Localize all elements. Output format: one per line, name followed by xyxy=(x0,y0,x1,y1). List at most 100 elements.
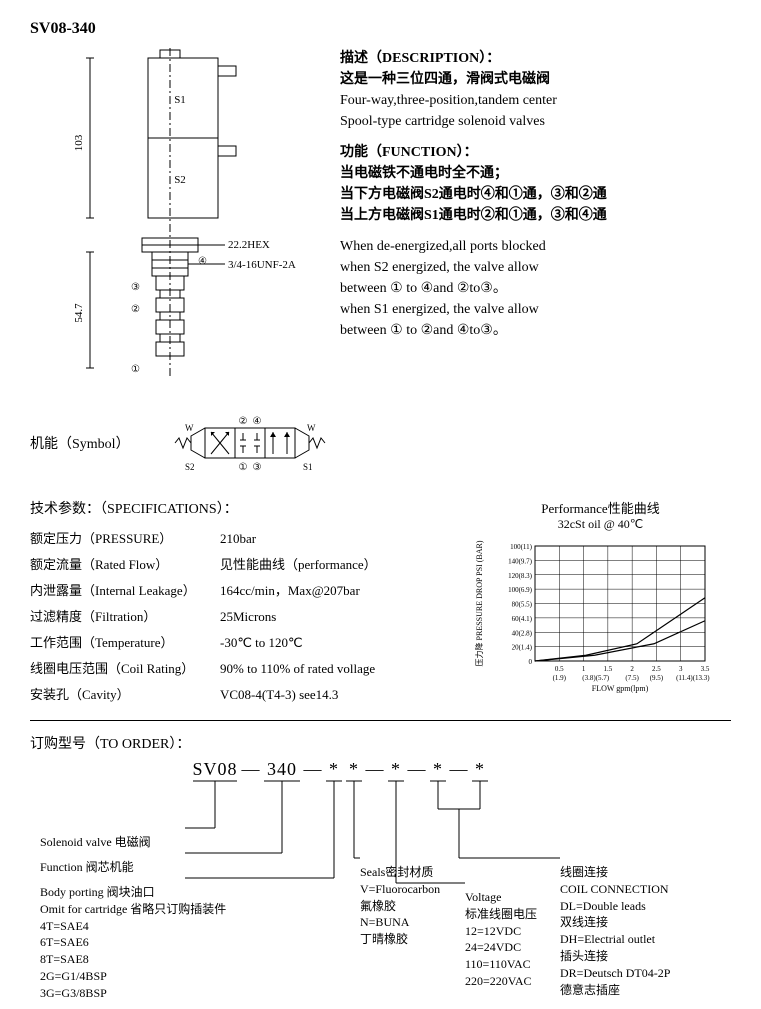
svg-text:54.7: 54.7 xyxy=(73,303,85,323)
legend-line: N=BUNA xyxy=(360,914,440,931)
order-part: — xyxy=(448,759,470,780)
legend-line: Body porting 阀块油口 xyxy=(40,884,226,901)
symbol-label: 机能（Symbol） xyxy=(30,433,130,453)
legend-line: 2G=G1/4BSP xyxy=(40,968,226,985)
spec-row: 内泄露量（Internal Leakage）164cc/min，Max@207b… xyxy=(30,578,450,604)
func-en-line: between ① to ②and ④to③。 xyxy=(340,320,731,341)
order-part: — xyxy=(406,759,428,780)
svg-text:①: ① xyxy=(238,462,247,473)
spec-label: 线圈电压范围（Coil Rating） xyxy=(30,656,220,682)
order-legend: Voltage标准线圈电压12=12VDC24=24VDC110=110VAC2… xyxy=(465,889,537,990)
desc-line: Four-way,three-position,tandem center xyxy=(340,90,731,111)
svg-text:1: 1 xyxy=(582,665,586,673)
desc-header: 描述（DESCRIPTION）： xyxy=(340,48,731,69)
spec-row: 过滤精度（Filtration）25Microns xyxy=(30,604,450,630)
svg-text:120(8.3): 120(8.3) xyxy=(508,572,533,580)
func-line: 当电磁铁不通电时全不通； xyxy=(340,163,731,184)
svg-text:(7.5): (7.5) xyxy=(625,674,639,682)
svg-text:103: 103 xyxy=(73,134,85,151)
order-part: 340 xyxy=(262,759,302,780)
legend-line: 标准线圈电压 xyxy=(465,906,537,923)
svg-text:④: ④ xyxy=(252,416,261,427)
svg-text:S2: S2 xyxy=(174,174,186,186)
order-part: * xyxy=(386,759,406,780)
spec-label: 内泄露量（Internal Leakage） xyxy=(30,578,220,604)
svg-text:①: ① xyxy=(131,364,140,375)
legend-line: 德意志插座 xyxy=(560,982,670,999)
order-legend: Seals密封材质V=Fluorocarbon氟橡胶N=BUNA丁晴橡胶 xyxy=(360,864,440,948)
legend-line: 线圈连接 xyxy=(560,864,670,881)
svg-text:1.5: 1.5 xyxy=(603,665,612,673)
svg-text:③: ③ xyxy=(131,282,140,293)
svg-text:③: ③ xyxy=(252,462,261,473)
desc-line: Spool-type cartridge solenoid valves xyxy=(340,111,731,132)
spec-value: 25Microns xyxy=(220,604,450,630)
svg-text:S2: S2 xyxy=(185,462,195,472)
spec-row: 线圈电压范围（Coil Rating）90% to 110% of rated … xyxy=(30,656,450,682)
order-legend: 线圈连接COIL CONNECTIONDL=Double leads双线连接DH… xyxy=(560,864,670,998)
order-diagram: SV08—340—**—*—*—*Solenoid valve 电磁阀Funct… xyxy=(30,759,731,989)
legend-line: Solenoid valve 电磁阀 xyxy=(40,834,151,851)
order-part: — xyxy=(302,759,324,780)
svg-text:②: ② xyxy=(238,416,247,427)
spec-value: VC08-4(T4-3) see14.3 xyxy=(220,682,450,708)
spec-label: 额定流量（Rated Flow） xyxy=(30,552,220,578)
chart-title: Performance性能曲线 xyxy=(470,498,731,517)
svg-text:100(11): 100(11) xyxy=(510,543,533,551)
svg-text:S1: S1 xyxy=(303,462,313,472)
legend-line: DL=Double leads xyxy=(560,898,670,915)
svg-text:④: ④ xyxy=(198,256,207,267)
svg-text:0: 0 xyxy=(529,658,533,666)
func-en-line: when S1 energized, the valve allow xyxy=(340,299,731,320)
legend-line: 氟橡胶 xyxy=(360,898,440,915)
svg-text:(1.9): (1.9) xyxy=(553,674,567,682)
spec-value: 210bar xyxy=(220,526,450,552)
spec-row: 额定流量（Rated Flow）见性能曲线（performance） xyxy=(30,552,450,578)
svg-text:压力降 PRESSURE DROP PSI (BAR): 压力降 PRESSURE DROP PSI (BAR) xyxy=(474,540,484,666)
svg-text:3.5: 3.5 xyxy=(701,665,710,673)
legend-line: 12=12VDC xyxy=(465,923,537,940)
legend-line: 8T=SAE8 xyxy=(40,951,226,968)
order-part: — xyxy=(240,759,262,780)
legend-line: 110=110VAC xyxy=(465,956,537,973)
specs-title: 技术参数：（SPECIFICATIONS）： xyxy=(30,498,450,518)
svg-text:W: W xyxy=(307,423,316,433)
hydraulic-symbol: W W S2 S1 ②④ ①③ xyxy=(170,408,340,478)
spec-value: 164cc/min，Max@207bar xyxy=(220,578,450,604)
svg-text:(3.8)(5.7): (3.8)(5.7) xyxy=(582,674,609,682)
order-title: 订购型号（TO ORDER）： xyxy=(30,733,731,753)
legend-line: DR=Deutsch DT04-2P xyxy=(560,965,670,982)
order-legend: Body porting 阀块油口Omit for cartridge 省略只订… xyxy=(40,884,226,1002)
legend-line: Function 阀芯机能 xyxy=(40,859,134,876)
order-code: SV08—340—**—*—*—* xyxy=(190,759,490,780)
legend-line: Omit for cartridge 省略只订购插装件 xyxy=(40,901,226,918)
product-title: SV08-340 xyxy=(30,20,731,38)
chart-subtitle: 32cSt oil @ 40℃ xyxy=(470,517,731,532)
svg-text:3: 3 xyxy=(679,665,683,673)
order-part: SV08 xyxy=(190,759,240,780)
legend-line: 24=24VDC xyxy=(465,939,537,956)
svg-text:②: ② xyxy=(131,304,140,315)
legend-line: Seals密封材质 xyxy=(360,864,440,881)
legend-line: COIL CONNECTION xyxy=(560,881,670,898)
spec-value: -30℃ to 120℃ xyxy=(220,630,450,656)
svg-text:2: 2 xyxy=(630,665,634,673)
svg-text:FLOW gpm(lpm): FLOW gpm(lpm) xyxy=(592,684,649,693)
svg-text:W: W xyxy=(185,423,194,433)
func-line: 当上方电磁阀S1通电时②和①通，③和④通 xyxy=(340,205,731,226)
svg-text:80(5.5): 80(5.5) xyxy=(512,601,533,609)
order-part: * xyxy=(428,759,448,780)
dimensional-drawing: S1S222.2HEX3/4-16UNF-2A④③②①10354.7 xyxy=(30,48,310,388)
func-en-line: between ① to ④and ②to③。 xyxy=(340,278,731,299)
legend-line: 220=220VAC xyxy=(465,973,537,990)
spec-label: 安装孔（Cavity） xyxy=(30,682,220,708)
svg-text:100(6.9): 100(6.9) xyxy=(508,586,533,594)
svg-text:20(1.4): 20(1.4) xyxy=(512,644,533,652)
func-en-line: When de-energized,all ports blocked xyxy=(340,236,731,257)
legend-line: 4T=SAE4 xyxy=(40,918,226,935)
performance-chart: 压力降 PRESSURE DROP PSI (BAR)100(11)140(9.… xyxy=(470,536,720,706)
order-legend: Solenoid valve 电磁阀 xyxy=(40,834,151,851)
svg-text:S1: S1 xyxy=(174,94,186,106)
divider xyxy=(30,720,731,721)
func-en-line: when S2 energized, the valve allow xyxy=(340,257,731,278)
